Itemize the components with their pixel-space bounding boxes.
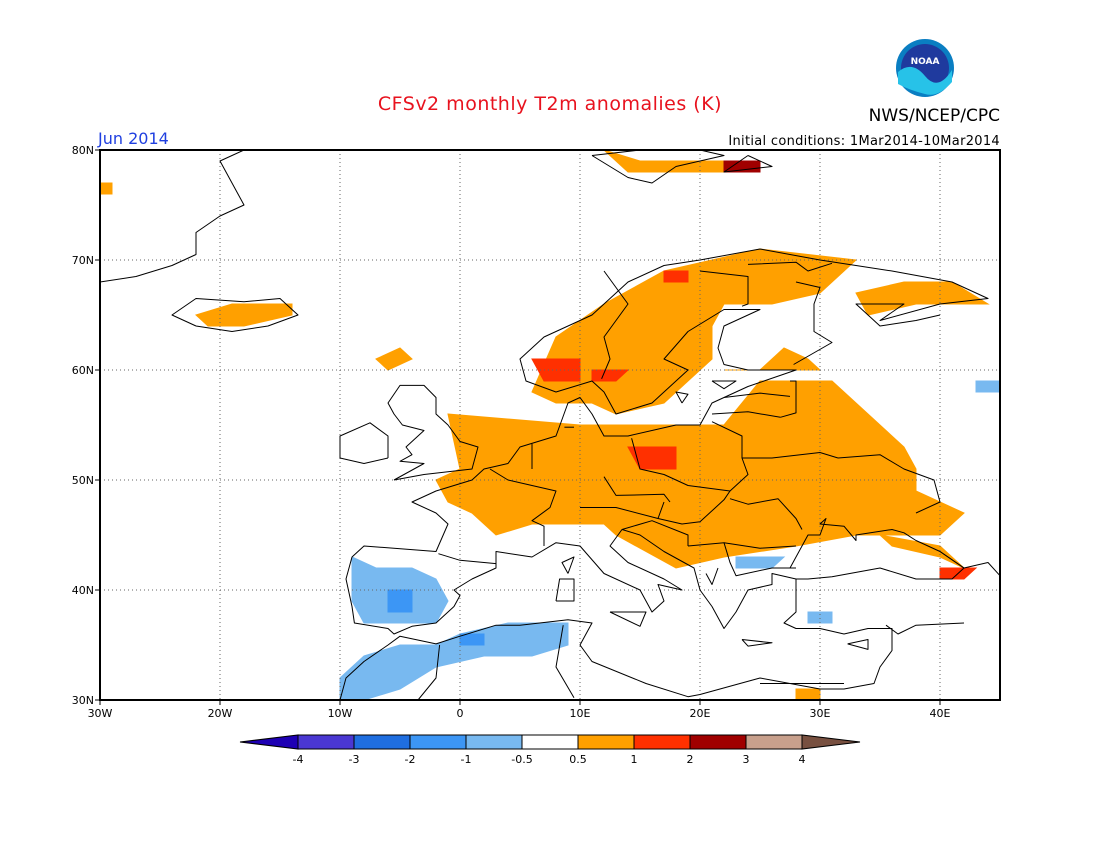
noaa-logo: NOAA [896,39,954,97]
lon-tick-label: 30W [88,707,113,720]
colorbar-swatch [633,734,691,750]
lon-tick-label: 40E [930,707,951,720]
anomaly-region-warm-0p5-1-9 [795,688,821,700]
coastline [675,391,689,404]
colorbar-swatch [577,734,635,750]
coastline [847,639,869,650]
anomaly-region-warm-1-2-10 [627,446,677,470]
country-border [555,625,575,699]
colorbar-tick-label: -1 [461,753,472,766]
coastline [555,578,575,602]
colorbar-swatch [353,734,411,750]
coastline [609,611,647,627]
colorbar-tick-label: -4 [293,753,304,766]
country-border [603,476,671,503]
colorbar-tick-label: -3 [349,753,360,766]
colorbar-swatch [297,734,355,750]
colorbar-arrow-high [801,734,861,750]
initial-conditions-label: Initial conditions: 1Mar2014-10Mar2014 [728,134,1000,149]
colorbar-swatch [745,734,803,750]
lat-tick-label: 70N [72,254,94,267]
country-border [621,520,689,546]
coastline [711,380,737,390]
country-border [438,553,497,565]
country-border [601,270,629,379]
lon-tick-label: 30E [810,707,831,720]
country-border [711,411,781,418]
anomaly-region-cool-0p5-1-20 [975,380,1000,393]
lat-tick-label: 80N [72,144,94,157]
colorbar-arrow-low [239,734,299,750]
axis-ticks: 30W 20W 10W 0 10E 20E 30E 40E 30N 40N 50N 60N 70N 80N [72,144,951,720]
agency-label: NWS/NCEP/CPC [869,106,1000,126]
lon-tick-label: 0 [457,707,464,720]
country-border [657,490,731,525]
country-border [699,270,749,307]
country-border [939,551,1000,577]
anomaly-region-cool-1-2-22 [459,633,485,646]
colorbar-tick-label: 1 [631,753,638,766]
anomaly-region-warm-1-2-14 [663,270,689,283]
coastline [591,150,725,184]
svg-text:NOAA: NOAA [911,57,940,67]
lon-tick-label: 10W [328,707,353,720]
country-border [489,468,557,546]
colorbar: -4 -3 -2 -1 -0.5 0.5 1 2 3 4 [239,734,861,766]
lat-tick-label: 50N [72,474,94,487]
coastlines [100,150,989,700]
lat-tick-label: 30N [72,694,94,707]
colorbar-swatch [409,734,467,750]
country-border [723,542,797,549]
colorbar-swatch [465,734,523,750]
country-border [837,454,941,514]
anomaly-region-warm-0p5-1-8 [878,534,965,569]
country-border [705,567,719,585]
coastline [561,556,575,574]
country-border [723,392,791,398]
colorbar-tick-label: 4 [799,753,806,766]
map-title: CFSv2 monthly T2m anomalies (K) [378,93,722,115]
country-border [780,380,797,418]
coastline [171,298,299,332]
anomaly-region-warm-0p5-1-5 [375,347,413,371]
anomaly-region-cool-0p5-1-17 [339,622,569,700]
colorbar-tick-label: 2 [687,753,694,766]
coastline [387,384,479,481]
map-frame [99,149,1001,701]
coastline [741,639,773,647]
colorbar-tick-label: -2 [405,753,416,766]
country-border [747,261,833,272]
country-border [580,501,665,519]
coastline [351,248,989,558]
colorbar-swatch [521,734,579,750]
colorbar-tick-label: 0.5 [569,753,587,766]
country-border [729,498,803,530]
country-border [417,644,441,700]
anomaly-region-warm-0p5-1-6 [100,182,113,195]
valid-month-label: Jun 2014 [97,129,169,148]
coastline [339,579,893,700]
country-border [885,622,965,635]
coastline [723,155,773,173]
country-border [687,542,796,577]
lat-tick-label: 60N [72,364,94,377]
colorbar-swatch [689,734,747,750]
colorbar-tick-label: -0.5 [511,753,532,766]
anomaly-region-cool-0p5-1-19 [807,611,833,624]
coastline [345,518,965,635]
coastline [339,422,389,464]
anomaly-region-cool-1-2-21 [387,589,413,613]
anomaly-region-warm-0p5-1-4 [195,303,293,327]
coastline [100,150,245,283]
lat-tick-label: 40N [72,584,94,597]
lon-tick-label: 20W [208,707,233,720]
colorbar-tick-label: 3 [743,753,750,766]
lon-tick-label: 20E [690,707,711,720]
lon-tick-label: 10E [570,707,591,720]
country-borders [417,261,1000,700]
country-border [793,281,833,365]
country-border [742,452,839,459]
